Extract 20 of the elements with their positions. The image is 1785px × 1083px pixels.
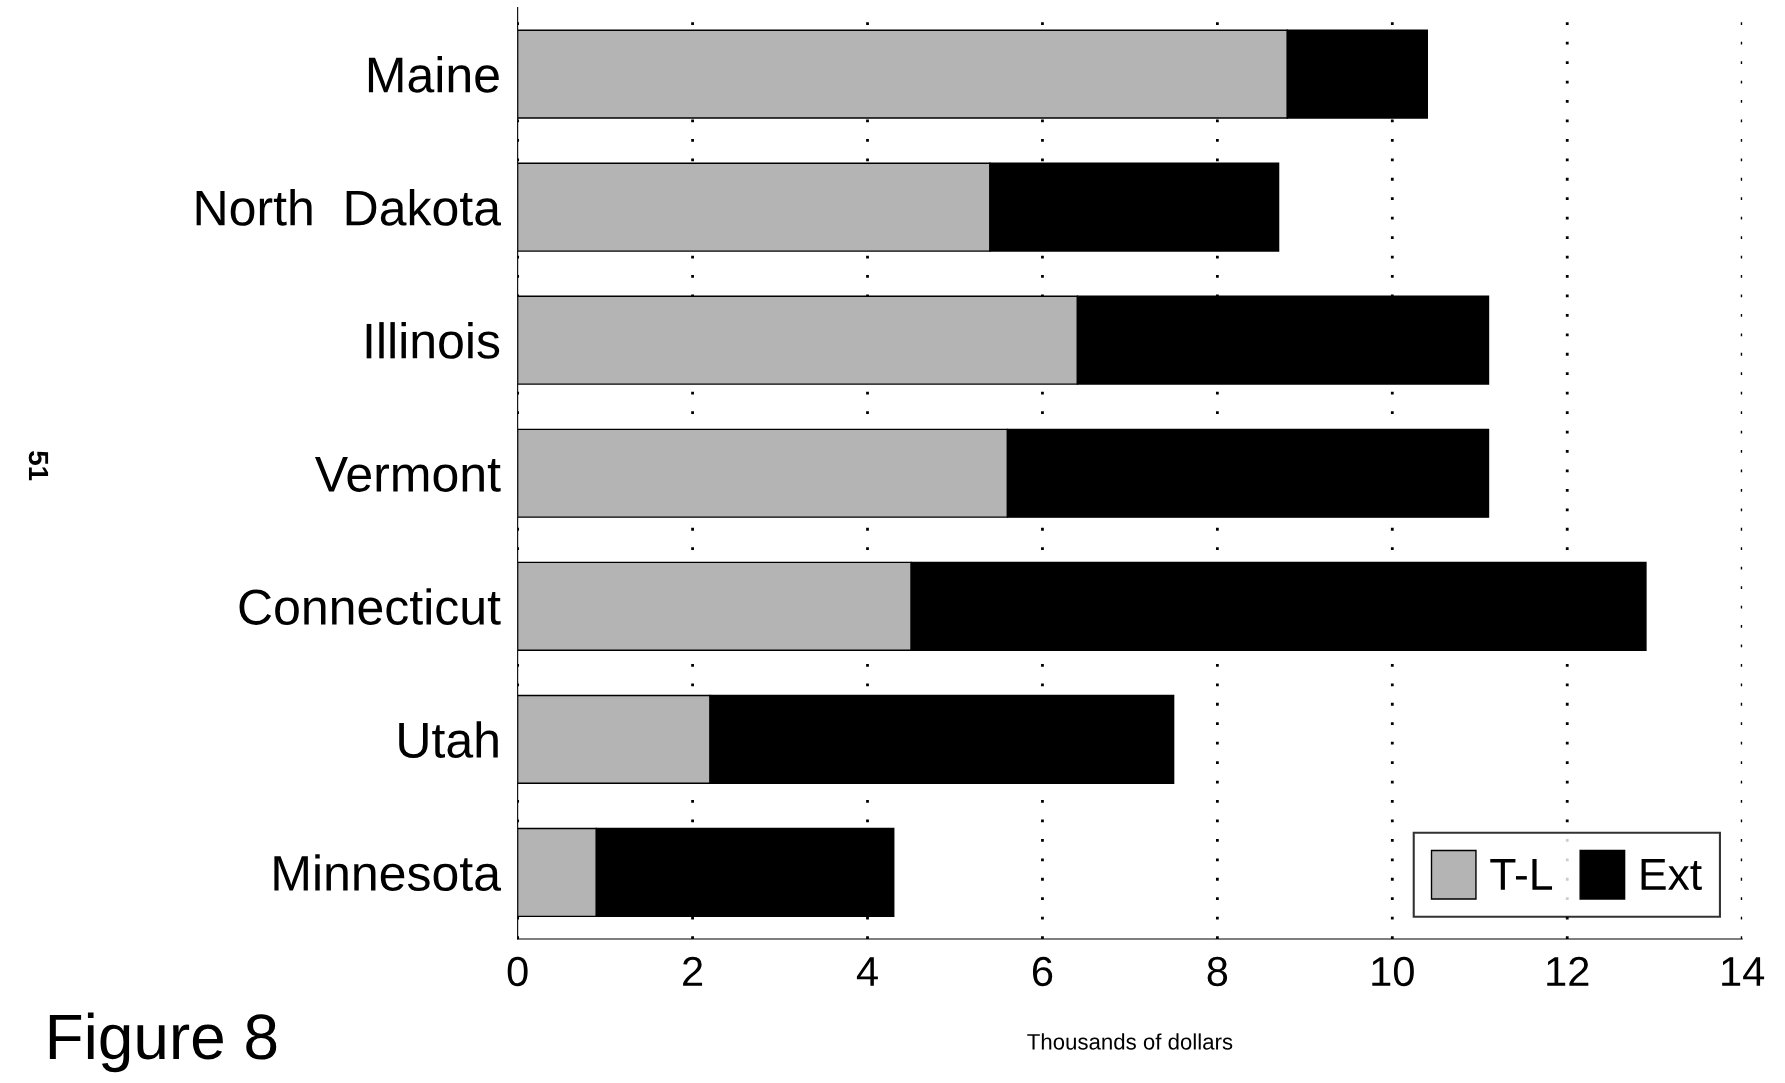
x-tick-label: 8 xyxy=(1207,956,1228,987)
y-tick-label: North Dakota xyxy=(196,189,501,226)
caption: Figure 8 xyxy=(49,1012,277,1073)
y-tick-label: Illinois xyxy=(366,322,500,359)
y-tick-label: Connecticut xyxy=(239,588,501,625)
y-tick-label: Maine xyxy=(368,55,499,93)
x-tick-label: 0 xyxy=(507,956,528,987)
x-axis-title: Thousands of dollars xyxy=(1027,1033,1233,1050)
x-tick-label: 14 xyxy=(1722,957,1765,986)
x-tick-label: 10 xyxy=(1372,956,1414,987)
y-tick-label: Vermont xyxy=(315,456,501,492)
legend-label: T-L xyxy=(1490,859,1553,890)
x-tick-label: 4 xyxy=(856,957,878,986)
x-tick-label: 2 xyxy=(683,956,703,986)
legend-label: Ext xyxy=(1641,859,1702,890)
y-tick-label: Utah xyxy=(399,721,498,758)
x-tick-label: 12 xyxy=(1547,956,1589,986)
y-tick-label: Minnesota xyxy=(274,854,501,892)
x-tick-label: 6 xyxy=(1032,956,1053,987)
text: 51 xyxy=(28,451,49,481)
